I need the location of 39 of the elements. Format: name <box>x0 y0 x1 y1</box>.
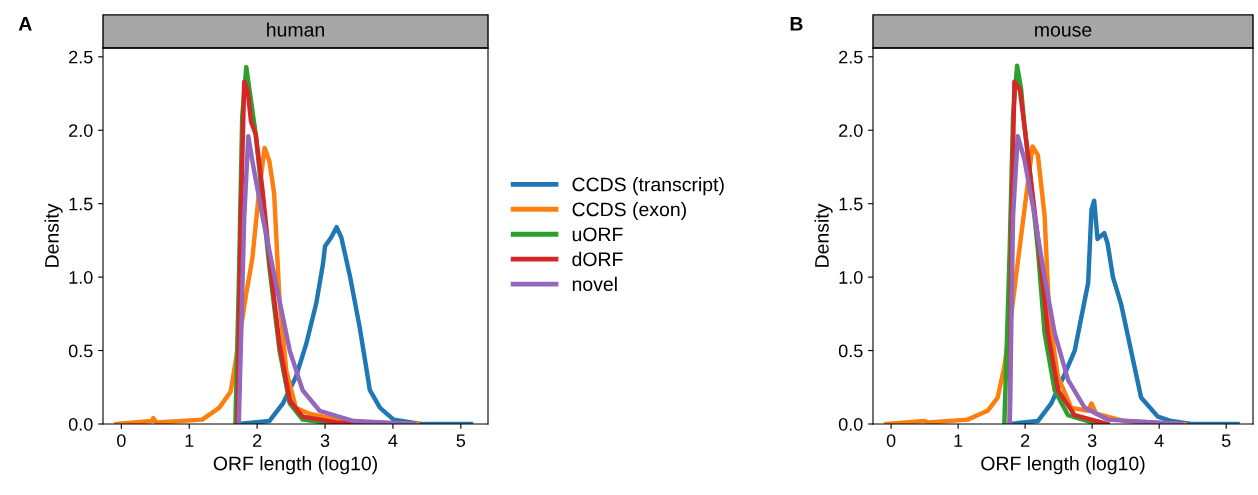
line-series <box>236 133 417 424</box>
y-tick-label: 2.5 <box>69 50 93 64</box>
x-tick-label: 3 <box>1087 434 1097 447</box>
x-tick-label: 4 <box>1154 434 1164 447</box>
y-tick-label: 0.0 <box>838 417 863 431</box>
legend-label: CCDS (exon) <box>572 202 686 221</box>
x-tick-label: 0 <box>117 434 126 447</box>
x-axis-title: ORF length (log10) <box>981 456 1145 475</box>
y-axis-title: Density <box>44 203 63 267</box>
chart-title: mouse <box>1035 26 1092 37</box>
y-tick-label: 0.5 <box>68 344 93 358</box>
x-axis-title: ORF length (log10) <box>213 456 377 475</box>
x-tick-label: 5 <box>456 434 466 447</box>
legend-label: dORF <box>572 251 623 267</box>
chart-title: human <box>267 22 324 37</box>
x-tick-label: 0 <box>886 434 896 447</box>
line-series <box>1007 133 1184 424</box>
legend-label: CCDS (transcript) <box>572 177 724 196</box>
text: B <box>790 17 803 31</box>
x-tick-label: 2 <box>1021 434 1030 447</box>
legend-label: uORF <box>572 227 623 242</box>
y-tick-label: 2.0 <box>839 124 863 137</box>
y-tick-label: 2.5 <box>839 50 863 64</box>
x-tick-label: 1 <box>185 434 194 447</box>
y-tick-label: 1.0 <box>69 271 93 284</box>
x-tick-label: 3 <box>320 434 330 447</box>
y-tick-label: 0.5 <box>838 344 863 358</box>
legend-label: novel <box>572 276 617 292</box>
y-tick-label: 1.0 <box>839 271 863 284</box>
y-axis-title: Density <box>814 203 833 267</box>
y-tick-label: 1.5 <box>69 197 93 211</box>
x-tick-label: 2 <box>253 434 262 447</box>
text: A <box>18 17 32 31</box>
y-tick-label: 2.0 <box>69 124 93 137</box>
x-tick-label: 1 <box>954 434 963 447</box>
y-tick-label: 0.0 <box>68 417 93 431</box>
x-tick-label: 4 <box>388 434 398 447</box>
y-tick-label: 1.5 <box>839 197 863 211</box>
x-tick-label: 5 <box>1221 434 1231 447</box>
